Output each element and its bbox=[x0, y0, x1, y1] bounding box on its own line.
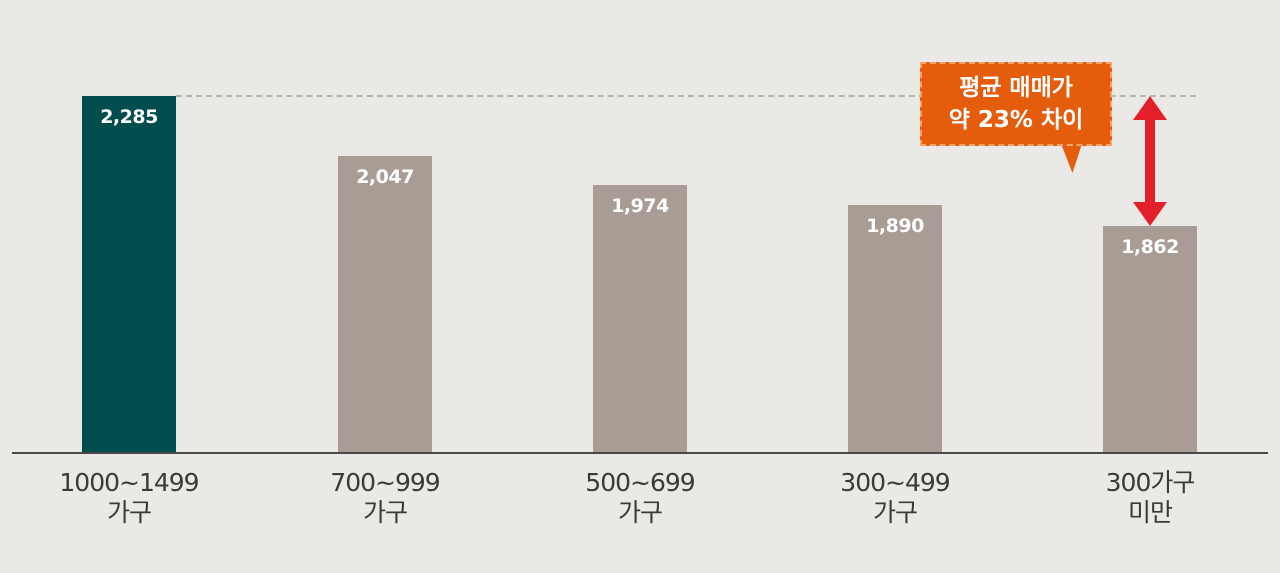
callout-line1: 평균 매매가 bbox=[959, 75, 1073, 101]
callout-tail bbox=[1061, 145, 1087, 173]
bar-value-label: 1,974 bbox=[611, 195, 669, 217]
x-tick-line1: 1000~1499 bbox=[59, 468, 199, 497]
x-tick-line2: 가구 bbox=[106, 498, 152, 527]
x-tick-line1: 300가구 bbox=[1105, 468, 1196, 497]
x-axis-line bbox=[12, 452, 1268, 454]
bar-under-300: 1,862 bbox=[1103, 226, 1197, 453]
bar-value-label: 1,862 bbox=[1121, 236, 1179, 258]
bar-300-499: 1,890 bbox=[848, 205, 942, 453]
callout-line2: 약 23% 차이 bbox=[948, 107, 1084, 133]
x-tick-line2: 미만 bbox=[1127, 498, 1173, 527]
bar-500-699: 1,974 bbox=[593, 185, 687, 453]
x-tick-label: 300가구 미만 bbox=[1050, 468, 1250, 528]
difference-callout: 평균 매매가 약 23% 차이 bbox=[920, 62, 1112, 146]
x-tick-line2: 가구 bbox=[362, 498, 408, 527]
x-tick-label: 1000~1499 가구 bbox=[29, 468, 229, 528]
bar-1000-1499: 2,285 bbox=[82, 96, 176, 453]
x-tick-line1: 500~699 bbox=[585, 468, 695, 497]
x-tick-line1: 700~999 bbox=[330, 468, 440, 497]
bar-value-label: 1,890 bbox=[866, 215, 924, 237]
bar-700-999: 2,047 bbox=[338, 156, 432, 453]
x-tick-label: 500~699 가구 bbox=[540, 468, 740, 528]
bar-value-label: 2,047 bbox=[356, 166, 414, 188]
x-tick-line2: 가구 bbox=[617, 498, 663, 527]
x-tick-line2: 가구 bbox=[872, 498, 918, 527]
x-tick-line1: 300~499 bbox=[840, 468, 950, 497]
x-tick-label: 300~499 가구 bbox=[795, 468, 995, 528]
x-tick-label: 700~999 가구 bbox=[285, 468, 485, 528]
reference-dashed-line bbox=[176, 95, 1196, 97]
double-arrow-icon bbox=[1133, 96, 1167, 226]
bar-value-label: 2,285 bbox=[100, 106, 158, 128]
